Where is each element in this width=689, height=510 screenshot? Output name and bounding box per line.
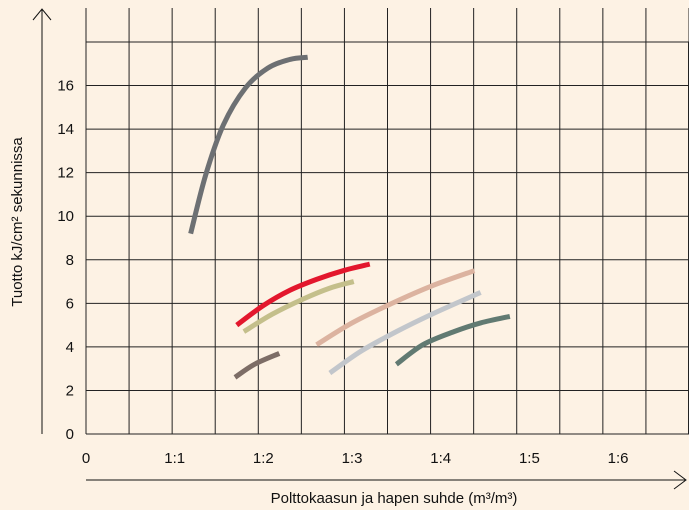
x-axis-arrowhead-icon xyxy=(673,470,687,490)
y-axis-title: Tuotto kJ/cm² sekunnissa xyxy=(9,137,26,307)
y-axis-arrowhead-icon xyxy=(32,8,52,21)
series-line-4 xyxy=(315,268,476,347)
series-lines xyxy=(188,54,511,380)
series-line-1 xyxy=(188,54,308,235)
x-tick-label: 1:3 xyxy=(342,450,363,467)
x-axis-title: Polttokaasun ja hapen suhde (m³/m³) xyxy=(271,490,518,507)
y-tick-label: 4 xyxy=(66,339,74,356)
y-tick-label: 16 xyxy=(57,78,74,95)
y-tick-label: 14 xyxy=(57,121,74,138)
x-tick-label: 0 xyxy=(82,450,90,467)
grid xyxy=(85,8,689,435)
series-line-5 xyxy=(328,290,482,376)
axes xyxy=(32,8,687,490)
y-tick-label: 10 xyxy=(57,208,74,225)
series-line-6 xyxy=(394,313,511,367)
y-tick-label: 8 xyxy=(66,252,74,269)
y-tick-label: 12 xyxy=(57,165,74,182)
x-tick-label: 1:5 xyxy=(519,450,540,467)
x-tick-label: 1:2 xyxy=(253,450,274,467)
x-tick-label: 1:4 xyxy=(430,450,451,467)
y-tick-labels: 0 2 4 6 8 10 12 14 16 xyxy=(57,78,74,443)
x-tick-label: 1:1 xyxy=(164,450,185,467)
y-tick-label: 6 xyxy=(66,295,74,312)
y-tick-label: 0 xyxy=(66,426,74,443)
series-line-3 xyxy=(242,279,355,334)
x-tick-labels: 0 1:1 1:2 1:3 1:4 1:5 1:6 xyxy=(82,450,629,467)
x-tick-label: 1:6 xyxy=(608,450,629,467)
series-line-7 xyxy=(233,351,281,380)
y-tick-label: 2 xyxy=(66,382,74,399)
series-line-2 xyxy=(235,261,371,328)
